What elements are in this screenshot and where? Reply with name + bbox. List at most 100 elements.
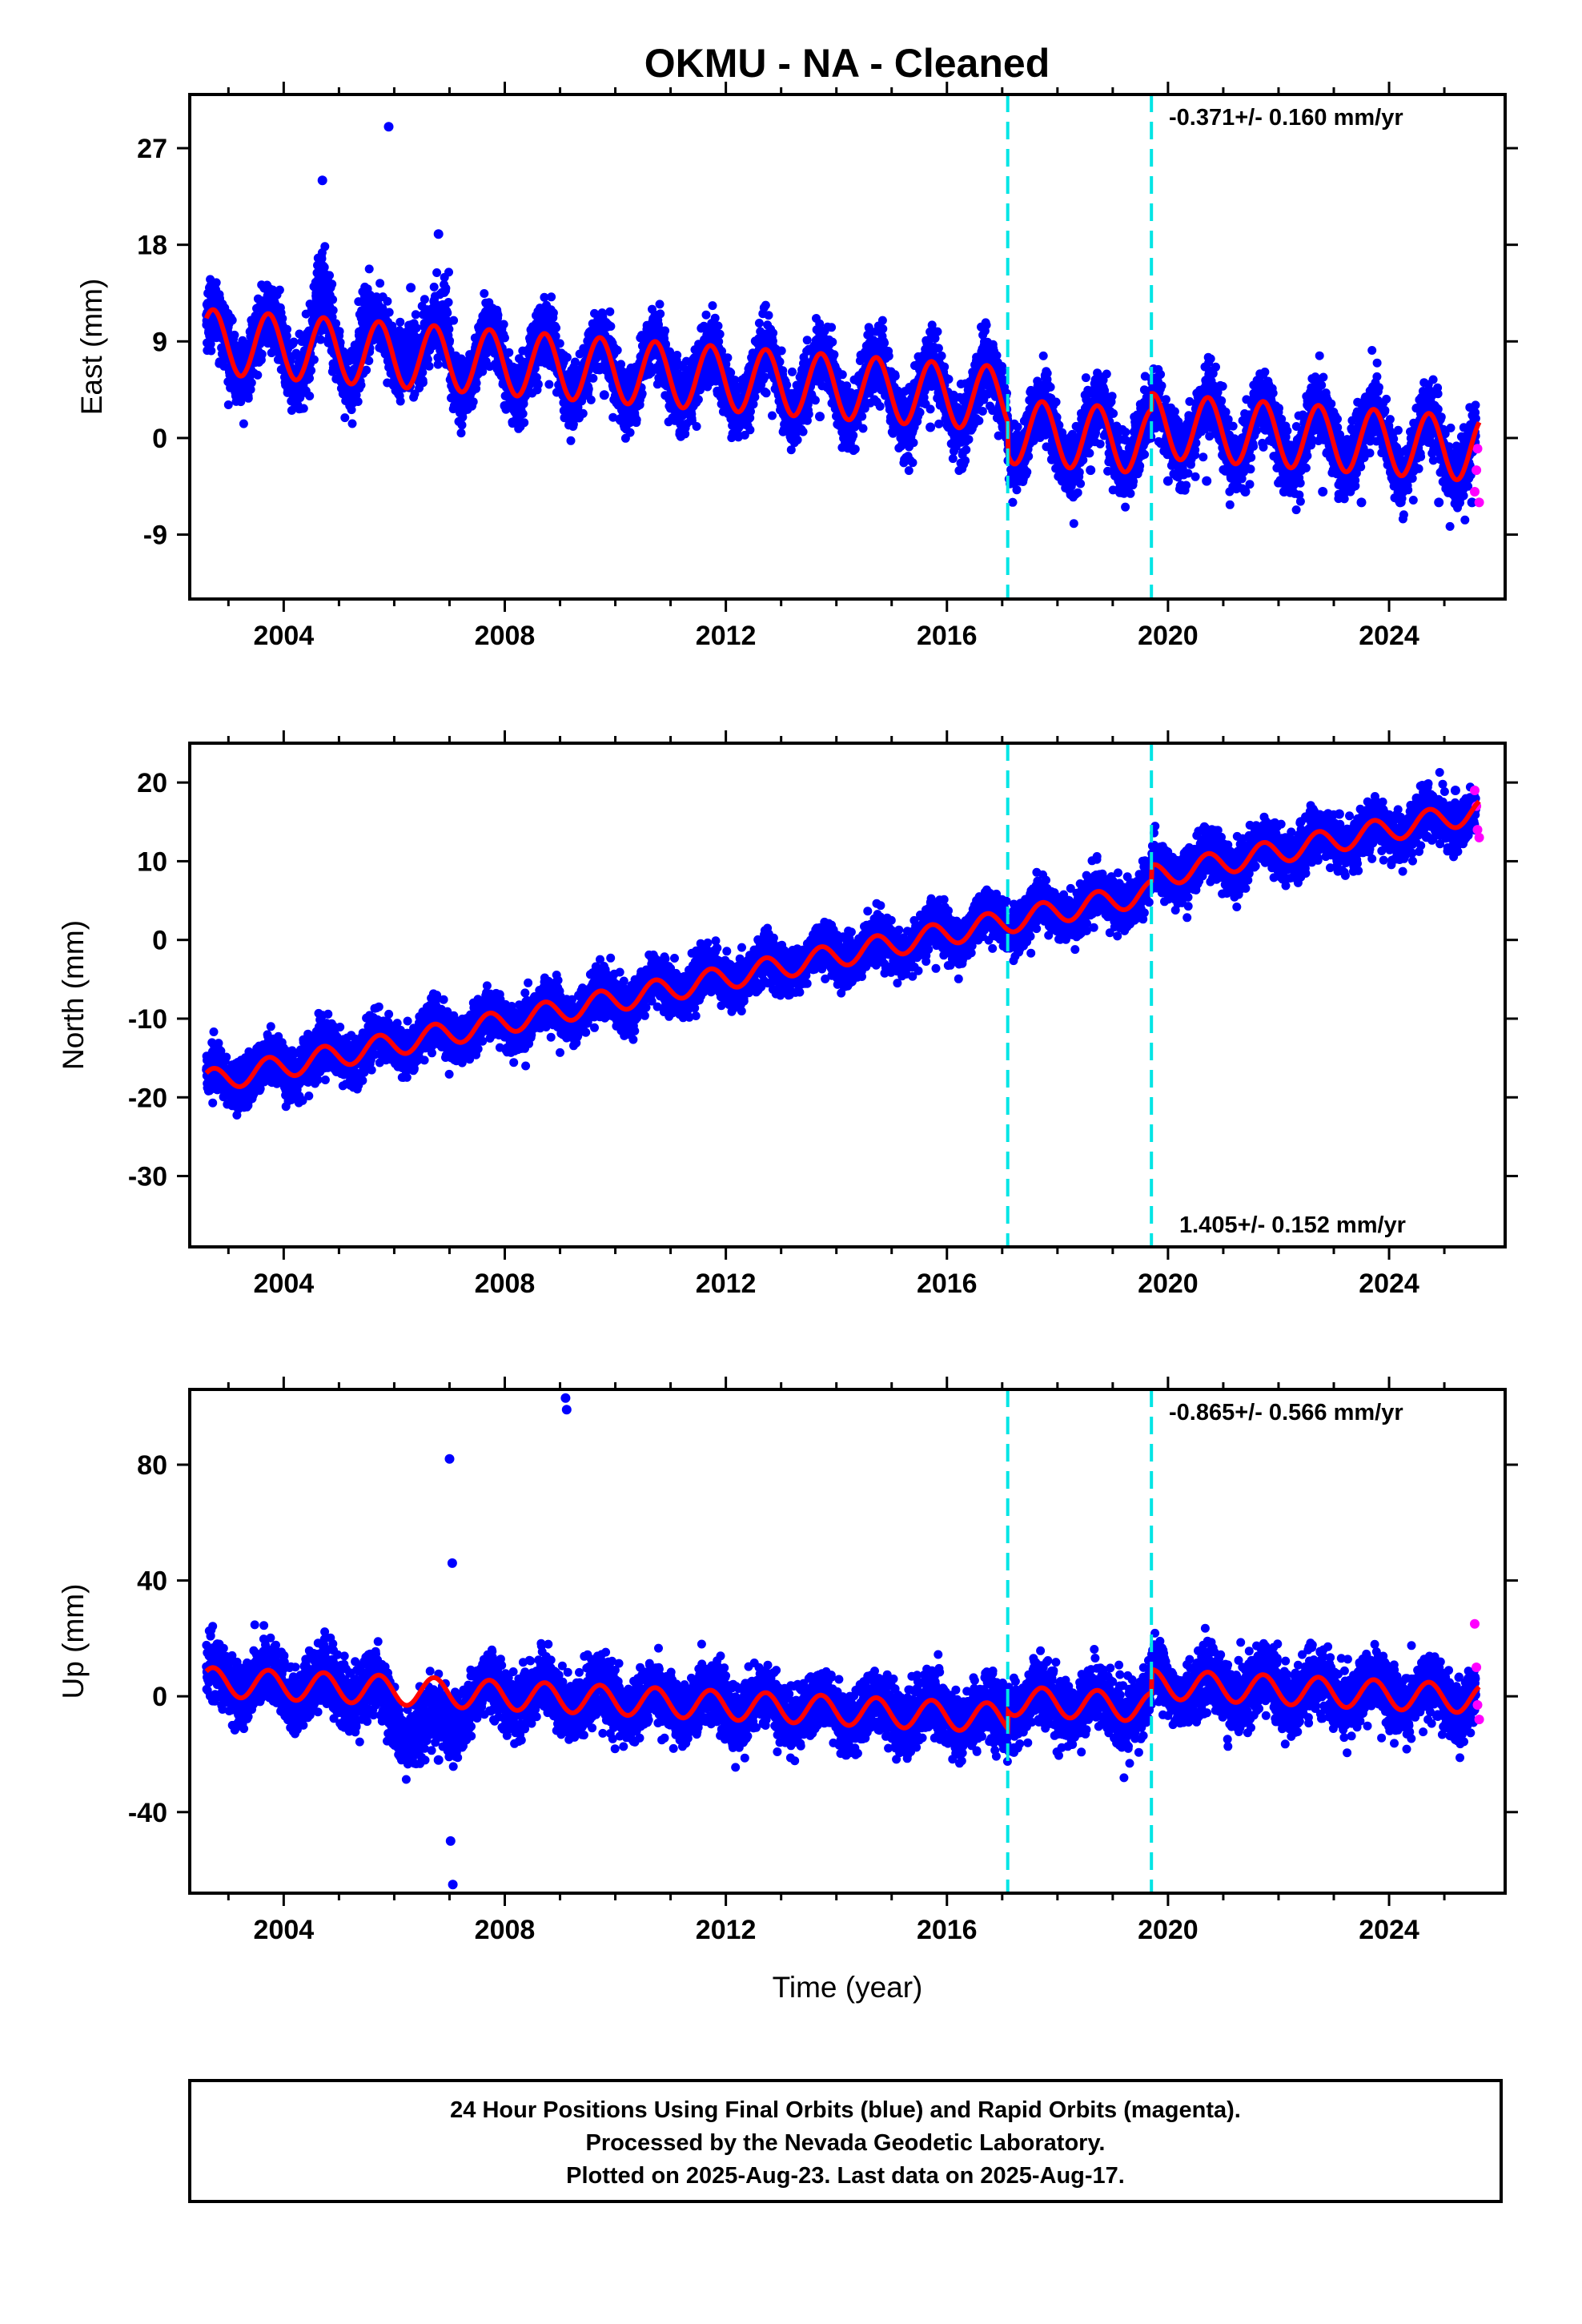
rapid-orbit-point-east <box>1472 444 1483 454</box>
final-orbit-point-up <box>1290 1677 1300 1687</box>
final-orbit-point-east <box>383 122 394 132</box>
final-orbit-point-up <box>859 1677 869 1687</box>
rate-annotation-north: 1.405+/- 0.152 mm/yr <box>1179 1212 1406 1238</box>
y-axis-label-up: Up (mm) <box>57 1584 90 1699</box>
final-orbit-point-east <box>1008 465 1018 476</box>
rate-annotation-up: -0.865+/- 0.566 mm/yr <box>1169 1400 1403 1425</box>
frame-up <box>188 1388 1507 1895</box>
final-orbit-point-up <box>447 1558 457 1568</box>
final-orbit-point-north <box>1334 809 1344 819</box>
x-tick-label-up: 2020 <box>1138 1915 1199 1945</box>
final-orbit-point-east <box>1086 465 1096 476</box>
final-orbit-point-up <box>1257 1688 1267 1699</box>
panel-north: 2004 2008 2012 2016 2020 2024 -30 -20 -10 0 10 20 No… <box>57 730 1518 1299</box>
final-orbit-point-east <box>1046 454 1057 464</box>
y-tick-label-east: 18 <box>137 231 167 261</box>
y-tick-label-east: -9 <box>143 521 167 551</box>
daily-point-cloud-north <box>202 768 1480 1120</box>
final-orbit-point-east <box>1395 497 1405 508</box>
final-orbit-point-up <box>279 1651 289 1661</box>
y-tick-label-north: 20 <box>137 768 167 798</box>
final-orbit-point-up <box>1091 1677 1102 1687</box>
final-orbit-point-east <box>1240 487 1251 497</box>
final-orbit-point-east <box>632 400 643 411</box>
final-orbit-point-up <box>991 1686 1002 1695</box>
final-orbit-point-up <box>627 1688 637 1699</box>
x-tick-label-east: 2024 <box>1359 621 1419 651</box>
final-orbit-point-north <box>1295 817 1306 827</box>
plot-area-east <box>202 122 1484 531</box>
final-orbit-point-north <box>1218 840 1228 850</box>
rapid-orbit-series-up <box>1470 1618 1484 1725</box>
final-orbit-point-east <box>345 400 355 411</box>
x-tick-label-north: 2004 <box>254 1269 315 1299</box>
x-ticks-north <box>227 730 1446 1260</box>
rapid-orbit-point-north <box>1472 825 1483 835</box>
final-orbit-point-east <box>532 379 543 389</box>
final-orbit-point-up <box>892 1694 902 1704</box>
final-orbit-point-up <box>560 1393 571 1403</box>
final-orbit-point-north <box>677 974 687 984</box>
final-orbit-point-east <box>317 175 327 186</box>
y-tick-label-up: 0 <box>152 1682 167 1712</box>
x-tick-label-east: 2008 <box>475 621 536 651</box>
final-orbit-point-up <box>245 1668 255 1679</box>
final-orbit-point-east <box>815 412 825 422</box>
final-orbit-point-east <box>1162 476 1173 486</box>
final-orbit-point-east <box>406 283 416 293</box>
final-orbit-point-up <box>494 1697 504 1707</box>
final-orbit-point-east <box>267 304 278 315</box>
final-orbit-point-up <box>406 1743 416 1754</box>
y-tick-label-north: 10 <box>137 846 167 877</box>
model-line-east <box>203 307 1482 483</box>
final-orbit-point-east <box>926 422 936 432</box>
x-ticks-east <box>227 82 1446 612</box>
x-ticks-up <box>227 1377 1446 1906</box>
x-tick-label-east: 2020 <box>1138 621 1199 651</box>
final-orbit-point-up <box>1356 1674 1367 1684</box>
final-orbit-point-up <box>378 1706 388 1716</box>
final-orbit-point-east <box>566 400 576 411</box>
final-orbit-point-east <box>1467 497 1477 508</box>
final-orbit-point-east <box>1202 476 1212 486</box>
rapid-orbit-series-east <box>1470 444 1484 508</box>
frame-north <box>188 742 1507 1248</box>
final-orbit-point-north <box>947 919 958 929</box>
final-orbit-point-up <box>345 1668 355 1679</box>
final-orbit-point-north <box>560 998 571 1008</box>
x-tick-label-up: 2008 <box>475 1915 536 1945</box>
final-orbit-point-east <box>467 400 477 411</box>
final-orbit-point-north <box>406 1037 416 1047</box>
final-orbit-point-up <box>793 1679 803 1690</box>
final-orbit-point-east <box>704 325 714 336</box>
final-orbit-point-north <box>831 943 841 953</box>
rapid-orbit-point-north <box>1474 832 1484 842</box>
x-tick-label-north: 2008 <box>475 1269 536 1299</box>
x-axis-label-up: Time (year) <box>773 1971 923 2004</box>
x-tick-label-up: 2016 <box>917 1915 978 1945</box>
final-orbit-point-north <box>290 1061 300 1071</box>
final-orbit-point-up <box>1456 1691 1466 1702</box>
plot-area-up <box>202 1393 1484 1890</box>
final-orbit-point-up <box>445 1835 456 1846</box>
final-orbit-point-up <box>1389 1688 1399 1699</box>
final-orbit-point-up <box>444 1454 455 1464</box>
final-orbit-point-north <box>1063 895 1074 906</box>
panel-east: 2004 2008 2012 2016 2020 2024 -9 0 9 18 27 East (mm… <box>75 82 1518 651</box>
final-orbit-point-north <box>1141 872 1151 883</box>
y-axis-label-north: North (mm) <box>57 920 90 1070</box>
x-tick-label-north: 2012 <box>696 1269 757 1299</box>
final-orbit-point-up <box>528 1668 537 1679</box>
final-orbit-point-up <box>461 1735 472 1745</box>
final-orbit-point-north <box>1373 801 1383 811</box>
final-orbit-point-up <box>726 1683 737 1693</box>
x-tick-label-up: 2012 <box>696 1915 757 1945</box>
y-ticks-north <box>177 781 1518 1178</box>
final-orbit-point-north <box>1257 832 1267 842</box>
final-orbit-point-east <box>1434 497 1444 508</box>
x-tick-label-north: 2020 <box>1138 1269 1199 1299</box>
final-orbit-point-north <box>793 951 803 961</box>
chart-title: OKMU - NA - Cleaned <box>644 41 1050 86</box>
final-orbit-point-north <box>909 927 919 937</box>
